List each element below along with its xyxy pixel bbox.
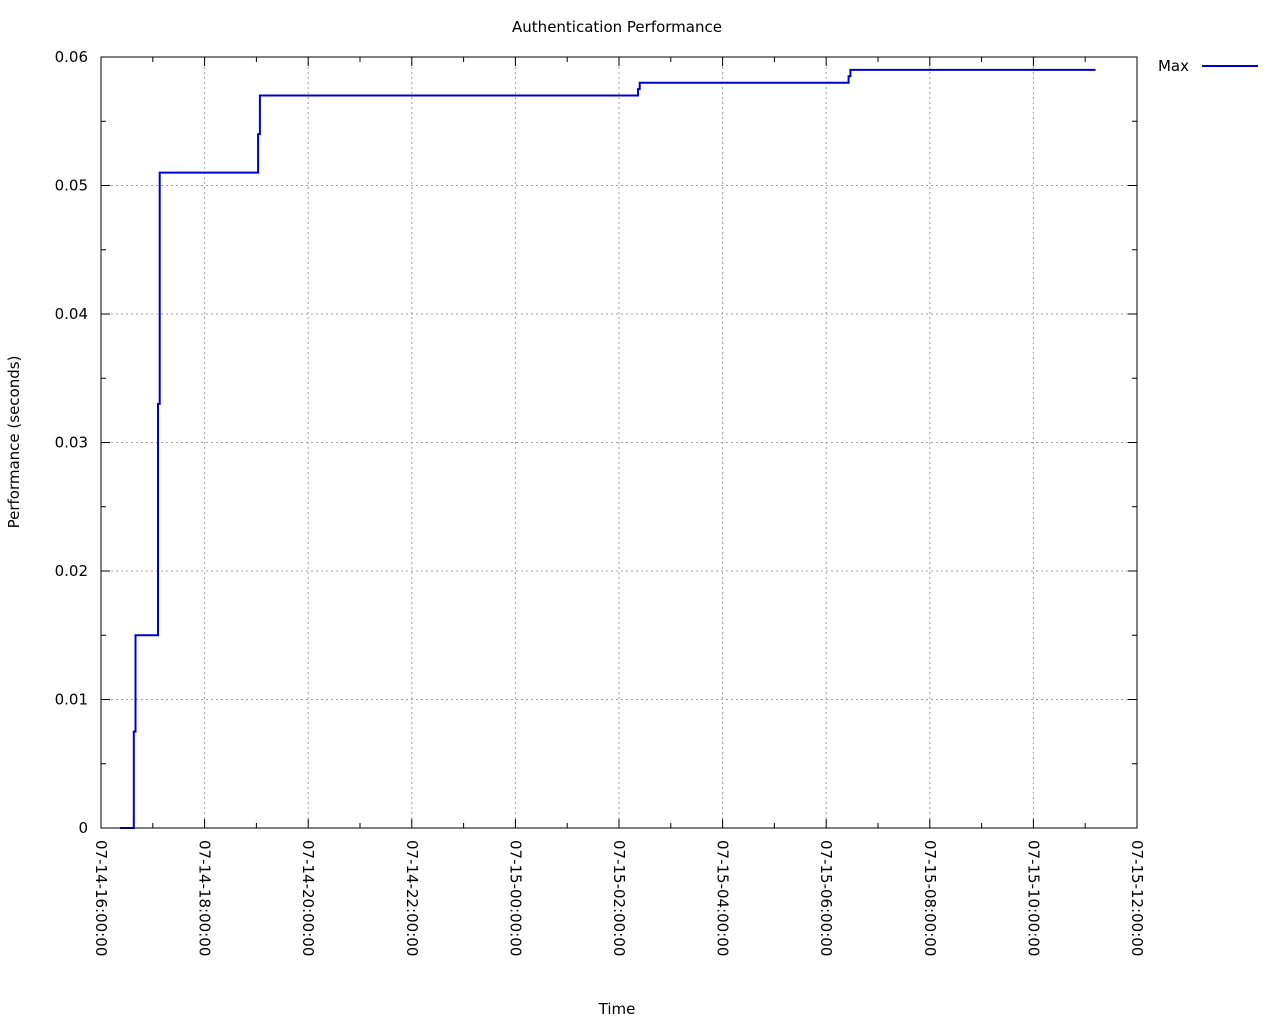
x-tick-label: 07-15-06:00:00 [817,840,835,956]
x-tick-label: 07-15-12:00:00 [1128,840,1146,956]
x-tick-label: 07-14-18:00:00 [196,840,214,956]
y-tick-label: 0 [78,819,88,837]
y-tick-label: 0.03 [55,434,88,452]
x-tick-label: 07-14-20:00:00 [299,840,317,956]
y-tick-label: 0.01 [55,691,88,709]
y-tick-label: 0.04 [55,305,88,323]
x-tick-label: 07-15-10:00:00 [1024,840,1042,956]
minor-ticks [101,57,1137,828]
y-tick-label: 0.02 [55,562,88,580]
x-axis-label: Time [598,1000,636,1018]
grid [101,57,1137,828]
legend: Max [1158,57,1258,75]
x-tick-label: 07-15-08:00:00 [921,840,939,956]
x-tick-label: 07-14-16:00:00 [92,840,110,956]
x-tick-label: 07-14-22:00:00 [403,840,421,956]
x-tick-label: 07-15-02:00:00 [610,840,628,956]
legend-label-max: Max [1158,57,1189,75]
x-tick-label: 07-15-04:00:00 [714,840,732,956]
series-line-max [120,68,1096,829]
y-axis-label: Performance (seconds) [5,356,23,529]
x-axis-ticks: 07-14-16:00:00 07-14-18:00:00 07-14-20:00:… [92,57,1146,956]
y-tick-label: 0.06 [55,48,88,66]
chart-title: Authentication Performance [512,18,722,36]
x-tick-label: 07-15-00:00:00 [506,840,524,956]
plot-frame [100,56,1138,829]
y-tick-label: 0.05 [55,177,88,195]
y-axis-ticks: 0 0.01 0.02 0.03 0.04 0.05 0.06 [55,48,1137,837]
